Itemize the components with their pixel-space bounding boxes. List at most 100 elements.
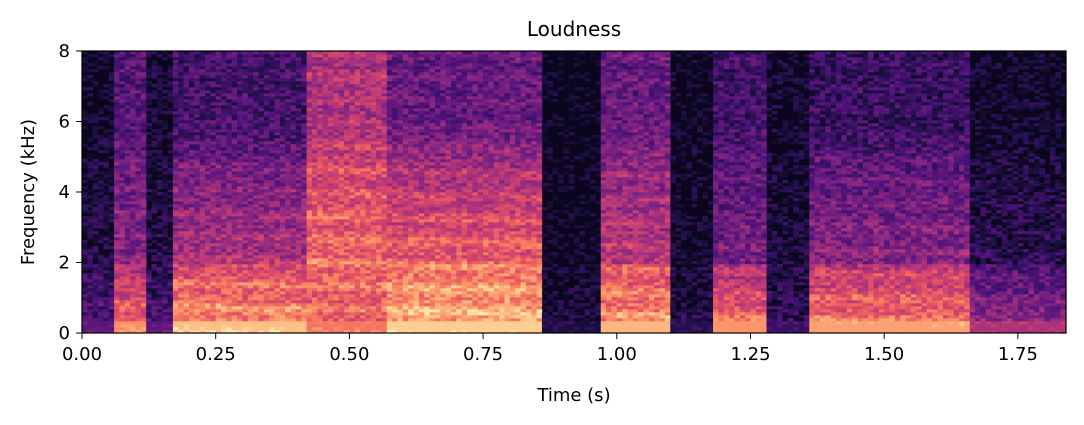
heatmap-cell (274, 63, 281, 67)
heatmap-cell (370, 108, 377, 112)
heatmap-cell (333, 234, 339, 238)
heatmap-cell (108, 324, 115, 328)
heatmap-cell (226, 276, 233, 280)
heatmap-cell (87, 216, 93, 220)
heatmap-cell (130, 51, 136, 55)
heatmap-cell (194, 327, 200, 331)
heatmap-cell (365, 324, 372, 328)
heatmap-cell (231, 288, 238, 292)
heatmap-cell (162, 192, 168, 196)
heatmap-cell (306, 306, 313, 310)
heatmap-cell (92, 279, 99, 283)
heatmap-cell (151, 276, 158, 280)
heatmap-cell (311, 270, 318, 274)
heatmap-cell (301, 324, 307, 328)
heatmap-cell (199, 165, 206, 169)
heatmap-cell (317, 282, 323, 286)
heatmap-cell (295, 69, 302, 73)
heatmap-cell (237, 72, 243, 76)
heatmap-cell (274, 300, 281, 304)
heatmap-cell (306, 132, 313, 136)
heatmap-cell (301, 225, 307, 229)
heatmap-cell (301, 126, 307, 130)
heatmap-cell (194, 135, 200, 139)
heatmap-cell (295, 213, 302, 217)
heatmap-cell (119, 213, 126, 217)
heatmap-cell (151, 204, 158, 208)
heatmap-cell (205, 174, 211, 178)
heatmap-cell (119, 147, 126, 151)
heatmap-cell (338, 81, 345, 85)
heatmap-cell (354, 252, 361, 256)
heatmap-cell (82, 309, 88, 313)
heatmap-cell (226, 171, 233, 175)
heatmap-cell (338, 324, 345, 328)
heatmap-cell (349, 54, 356, 58)
heatmap-cell (322, 273, 329, 277)
heatmap-cell (290, 156, 297, 160)
heatmap-cell (135, 84, 142, 88)
heatmap-cell (279, 135, 286, 139)
heatmap-cell (130, 192, 136, 196)
heatmap-cell (205, 99, 211, 103)
heatmap-cell (360, 264, 366, 268)
heatmap-cell (365, 150, 372, 154)
heatmap-cell (338, 108, 345, 112)
heatmap-cell (317, 90, 323, 94)
heatmap-cell (365, 126, 372, 130)
heatmap-cell (376, 228, 382, 232)
heatmap-cell (205, 237, 211, 241)
heatmap-cell (381, 309, 388, 313)
heatmap-cell (135, 90, 142, 94)
heatmap-cell (333, 243, 339, 247)
heatmap-cell (114, 189, 120, 193)
heatmap-cell (338, 315, 345, 319)
heatmap-cell (215, 123, 222, 127)
heatmap-cell (338, 180, 345, 184)
heatmap-cell (338, 126, 345, 130)
heatmap-cell (119, 282, 126, 286)
heatmap-cell (263, 105, 270, 109)
heatmap-cell (370, 204, 377, 208)
heatmap-cell (253, 63, 259, 67)
heatmap-cell (247, 153, 254, 157)
heatmap-cell (210, 252, 216, 256)
heatmap-cell (162, 204, 168, 208)
heatmap-cell (130, 243, 136, 247)
heatmap-cell (98, 324, 104, 328)
heatmap-cell (354, 183, 361, 187)
heatmap-cell (108, 327, 115, 331)
heatmap-cell (344, 84, 350, 88)
heatmap-cell (119, 171, 126, 175)
heatmap-cell (210, 141, 216, 145)
heatmap-cell (215, 84, 222, 88)
heatmap-cell (108, 141, 115, 145)
heatmap-cell (103, 204, 110, 208)
heatmap-cell (188, 303, 195, 307)
heatmap-cell (317, 126, 323, 130)
heatmap-cell (124, 273, 131, 277)
heatmap-cell (140, 177, 147, 181)
heatmap-cell (156, 204, 163, 208)
heatmap-cell (306, 234, 313, 238)
heatmap-cell (231, 285, 238, 289)
heatmap-cell (188, 117, 195, 121)
heatmap-cell (311, 285, 318, 289)
heatmap-cell (226, 66, 233, 70)
heatmap-cell (349, 96, 356, 100)
heatmap-cell (237, 177, 243, 181)
heatmap-cell (376, 78, 382, 82)
heatmap-cell (172, 105, 179, 109)
heatmap-cell (231, 267, 238, 271)
heatmap-cell (124, 57, 131, 61)
heatmap-cell (199, 312, 206, 316)
heatmap-cell (199, 84, 206, 88)
heatmap-cell (354, 285, 361, 289)
heatmap-cell (328, 330, 334, 334)
heatmap-cell (124, 327, 131, 331)
heatmap-cell (221, 93, 227, 97)
heatmap-cell (242, 204, 249, 208)
heatmap-cell (376, 81, 382, 85)
heatmap-cell (349, 126, 356, 130)
heatmap-cell (215, 309, 222, 313)
